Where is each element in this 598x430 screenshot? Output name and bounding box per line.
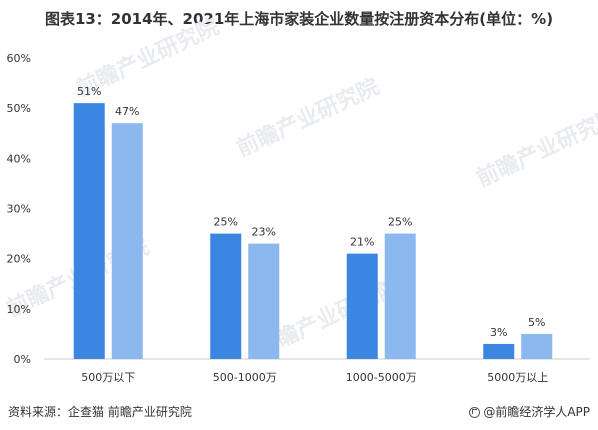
data-label: 51%	[77, 85, 101, 98]
bar	[73, 103, 105, 360]
bar	[384, 233, 416, 359]
y-tick-label: 60%	[7, 52, 31, 65]
y-tick-label: 40%	[7, 152, 31, 165]
source-note: 资料来源：企查猫 前瞻产业研究院	[8, 405, 192, 419]
y-tick-label: 50%	[7, 102, 31, 115]
bar	[111, 123, 143, 359]
x-tick-label: 500-1000万	[213, 371, 277, 384]
y-tick-label: 30%	[7, 203, 31, 216]
x-tick-label: 500万以下	[81, 371, 135, 384]
data-label: 21%	[350, 236, 374, 249]
bar	[210, 233, 242, 359]
bar	[248, 243, 280, 359]
bar	[521, 333, 553, 359]
bar	[483, 343, 515, 359]
data-label: 25%	[388, 216, 412, 229]
brand-text: @前瞻经济学人APP	[483, 405, 590, 419]
y-tick-label: 0%	[14, 353, 31, 366]
data-label: 23%	[252, 226, 276, 239]
data-label: 3%	[490, 326, 507, 339]
brand-credit: @前瞻经济学人APP	[469, 403, 590, 420]
y-tick-label: 10%	[7, 303, 31, 316]
qianzhan-logo-icon	[469, 407, 481, 418]
x-tick-label: 1000-5000万	[346, 371, 417, 384]
data-label: 5%	[528, 316, 545, 329]
data-label: 25%	[214, 216, 238, 229]
chart-title: 图表13：2014年、2021年上海市家装企业数量按注册资本分布(单位：%)	[44, 10, 554, 28]
x-tick-label: 5000万以上	[487, 371, 548, 384]
bar	[346, 253, 378, 359]
data-label: 47%	[115, 105, 139, 118]
y-tick-label: 20%	[7, 253, 31, 266]
